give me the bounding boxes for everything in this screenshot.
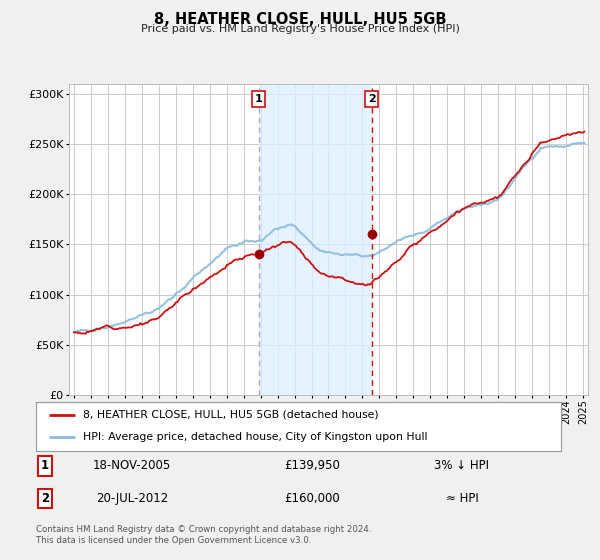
Text: Contains HM Land Registry data © Crown copyright and database right 2024.
This d: Contains HM Land Registry data © Crown c… bbox=[36, 525, 371, 545]
Text: 20-JUL-2012: 20-JUL-2012 bbox=[96, 492, 168, 505]
Text: Price paid vs. HM Land Registry's House Price Index (HPI): Price paid vs. HM Land Registry's House … bbox=[140, 24, 460, 34]
Text: 3% ↓ HPI: 3% ↓ HPI bbox=[434, 459, 490, 473]
Text: ≈ HPI: ≈ HPI bbox=[446, 492, 478, 505]
Text: 18-NOV-2005: 18-NOV-2005 bbox=[93, 459, 171, 473]
Text: 8, HEATHER CLOSE, HULL, HU5 5GB: 8, HEATHER CLOSE, HULL, HU5 5GB bbox=[154, 12, 446, 27]
Text: HPI: Average price, detached house, City of Kingston upon Hull: HPI: Average price, detached house, City… bbox=[83, 432, 428, 442]
Text: £139,950: £139,950 bbox=[284, 459, 340, 473]
Bar bbox=[259, 84, 372, 395]
Text: £160,000: £160,000 bbox=[284, 492, 340, 505]
Text: 2: 2 bbox=[368, 94, 376, 104]
Text: 1: 1 bbox=[255, 94, 263, 104]
Text: 2: 2 bbox=[41, 492, 49, 505]
Text: 1: 1 bbox=[41, 459, 49, 473]
Text: 8, HEATHER CLOSE, HULL, HU5 5GB (detached house): 8, HEATHER CLOSE, HULL, HU5 5GB (detache… bbox=[83, 410, 379, 420]
